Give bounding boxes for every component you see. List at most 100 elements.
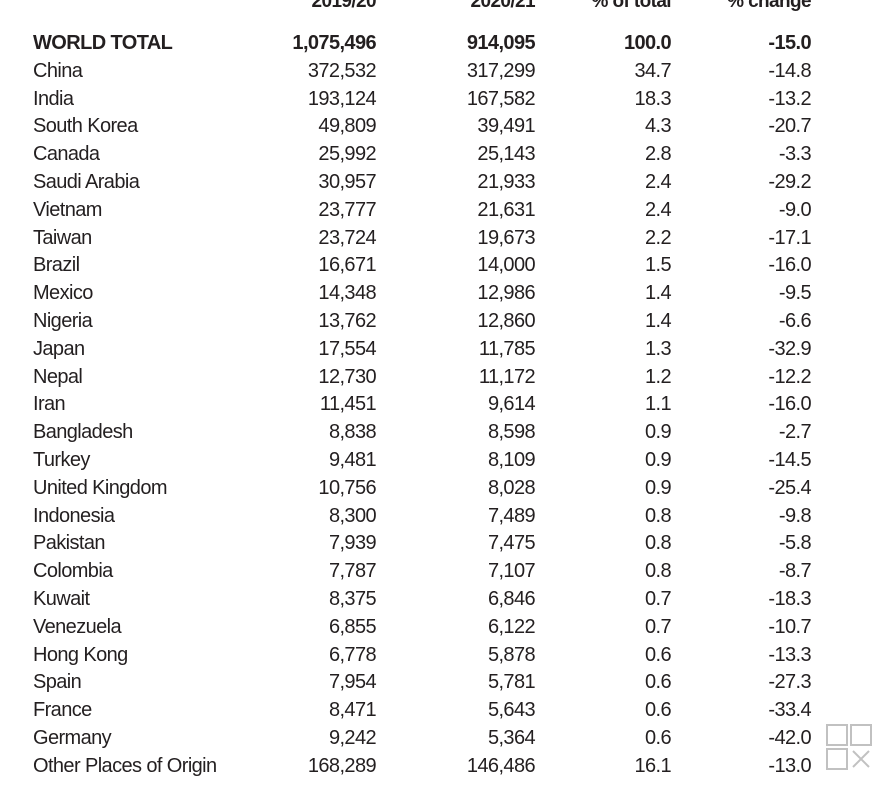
table-row: Spain 7,954 5,781 0.6 -27.3 xyxy=(0,669,878,697)
cell-change: -8.7 xyxy=(778,560,812,583)
cell-y2019: 16,671 xyxy=(318,254,376,277)
cell-change: -9.5 xyxy=(778,282,812,305)
cell-country: Vietnam xyxy=(33,198,102,221)
cell-y2019: 8,471 xyxy=(328,699,377,722)
table-row: Taiwan 23,724 19,673 2.2 -17.1 xyxy=(0,225,878,253)
cell-y2020: 11,785 xyxy=(478,337,536,360)
table-row: Vietnam 23,777 21,631 2.4 -9.0 xyxy=(0,197,878,225)
cell-country: Indonesia xyxy=(33,504,115,527)
cell-share: 0.6 xyxy=(644,643,672,666)
cell-change: -18.3 xyxy=(768,587,811,610)
cell-share: 1.1 xyxy=(644,393,672,416)
cell-country: Other Places of Origin xyxy=(33,754,217,777)
total-share: 100.0 xyxy=(623,32,672,54)
table-row: China 372,532 317,299 34.7 -14.8 xyxy=(0,58,878,86)
cell-country: Kuwait xyxy=(33,587,90,610)
col-header-change: % change xyxy=(727,0,812,12)
cell-y2019: 9,481 xyxy=(328,448,377,471)
cell-y2019: 25,992 xyxy=(318,143,376,166)
cell-y2019: 8,300 xyxy=(328,504,377,527)
cell-y2020: 39,491 xyxy=(477,115,535,138)
cell-change: -6.6 xyxy=(778,309,812,332)
table-row: Bangladesh 8,838 8,598 0.9 -2.7 xyxy=(0,419,878,447)
table-row: Saudi Arabia 30,957 21,933 2.4 -29.2 xyxy=(0,169,878,197)
table-row: Hong Kong 6,778 5,878 0.6 -13.3 xyxy=(0,642,878,670)
cell-country: Turkey xyxy=(33,448,90,471)
cell-change: -14.8 xyxy=(768,59,811,82)
cell-y2020: 5,878 xyxy=(487,643,536,666)
cell-y2020: 21,631 xyxy=(477,198,535,221)
cell-country: Spain xyxy=(33,671,82,694)
cell-country: Germany xyxy=(33,726,112,749)
cell-country: United Kingdom xyxy=(33,476,168,499)
cell-y2020: 9,614 xyxy=(487,393,536,416)
cell-y2019: 23,724 xyxy=(318,226,376,249)
cell-country: Taiwan xyxy=(33,226,92,249)
cell-country: Pakistan xyxy=(33,532,106,555)
cell-change: -42.0 xyxy=(768,726,811,749)
cell-y2019: 12,730 xyxy=(318,365,376,388)
cell-y2020: 21,933 xyxy=(477,170,535,193)
cell-change: -13.3 xyxy=(768,643,811,666)
table-row: Mexico 14,348 12,986 1.4 -9.5 xyxy=(0,280,878,308)
cell-y2020: 12,986 xyxy=(477,282,535,305)
table-row: Indonesia 8,300 7,489 0.8 -9.8 xyxy=(0,503,878,531)
cell-share: 16.1 xyxy=(634,754,671,777)
table-row: Kuwait 8,375 6,846 0.7 -18.3 xyxy=(0,586,878,614)
cell-country: Saudi Arabia xyxy=(33,170,140,193)
cell-share: 0.8 xyxy=(644,560,672,583)
cell-y2019: 13,762 xyxy=(318,309,376,332)
cell-y2020: 14,000 xyxy=(477,254,535,277)
cell-share: 1.4 xyxy=(644,282,672,305)
cell-share: 1.2 xyxy=(644,365,672,388)
total-label: WORLD TOTAL xyxy=(33,32,173,54)
cell-y2020: 19,673 xyxy=(477,226,535,249)
cell-share: 18.3 xyxy=(634,87,671,110)
cell-share: 1.5 xyxy=(644,254,672,277)
cell-change: -13.2 xyxy=(768,87,811,110)
cell-y2020: 7,107 xyxy=(487,560,536,583)
cell-share: 2.4 xyxy=(644,170,672,193)
cell-y2020: 8,109 xyxy=(487,448,536,471)
cell-y2020: 146,486 xyxy=(466,754,536,777)
cell-y2020: 6,846 xyxy=(487,587,536,610)
cell-country: Venezuela xyxy=(33,615,122,638)
table-row: Venezuela 6,855 6,122 0.7 -10.7 xyxy=(0,614,878,642)
cell-y2020: 5,364 xyxy=(487,726,536,749)
cell-country: Japan xyxy=(33,337,85,360)
cell-change: -2.7 xyxy=(778,421,812,444)
cell-share: 0.9 xyxy=(644,476,672,499)
table-row: South Korea 49,809 39,491 4.3 -20.7 xyxy=(0,113,878,141)
cell-share: 0.7 xyxy=(644,615,672,638)
table-body: China 372,532 317,299 34.7 -14.8 India 193,124… xyxy=(0,58,878,781)
header-row: 2019/20 2020/21 % of total % change xyxy=(0,0,878,18)
cell-y2019: 11,451 xyxy=(319,393,377,416)
cell-share: 2.8 xyxy=(644,143,672,166)
cell-share: 0.7 xyxy=(644,587,672,610)
cell-country: South Korea xyxy=(33,115,138,138)
cell-country: Canada xyxy=(33,143,100,166)
cell-y2020: 6,122 xyxy=(487,615,536,638)
col-header-2020: 2020/21 xyxy=(470,0,536,12)
cell-change: -12.2 xyxy=(768,365,811,388)
cell-share: 2.2 xyxy=(644,226,672,249)
table-row: Nepal 12,730 11,172 1.2 -12.2 xyxy=(0,364,878,392)
table-row: Other Places of Origin 168,289 146,486 16.1… xyxy=(0,753,878,781)
total-2020: 914,095 xyxy=(466,32,536,54)
cell-country: India xyxy=(33,87,74,110)
cell-country: Nigeria xyxy=(33,309,93,332)
cell-change: -20.7 xyxy=(768,115,811,138)
cell-change: -5.8 xyxy=(778,532,812,555)
cell-share: 0.8 xyxy=(644,504,672,527)
cell-share: 0.6 xyxy=(644,699,672,722)
cell-country: Iran xyxy=(33,393,66,416)
cell-y2019: 17,554 xyxy=(318,337,376,360)
cell-share: 0.6 xyxy=(644,726,672,749)
cell-y2019: 10,756 xyxy=(318,476,376,499)
cell-y2019: 7,939 xyxy=(328,532,377,555)
cell-change: -3.3 xyxy=(778,143,812,166)
cell-change: -9.0 xyxy=(778,198,812,221)
total-change: -15.0 xyxy=(768,32,811,54)
cell-y2020: 11,172 xyxy=(478,365,536,388)
